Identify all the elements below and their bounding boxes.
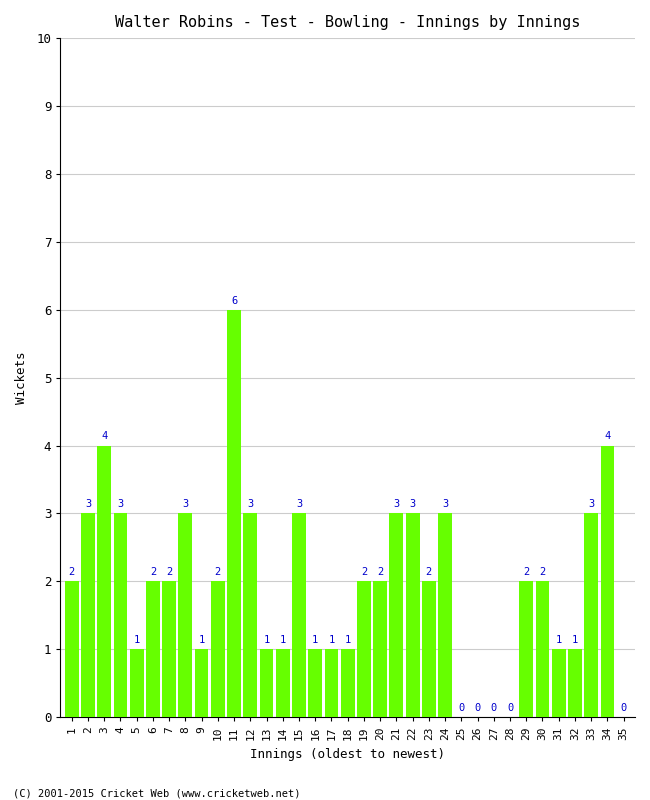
Bar — [601, 446, 614, 717]
Bar — [179, 514, 192, 717]
Text: 2: 2 — [377, 567, 384, 578]
Text: 0: 0 — [491, 703, 497, 713]
Text: 3: 3 — [393, 499, 400, 510]
Title: Walter Robins - Test - Bowling - Innings by Innings: Walter Robins - Test - Bowling - Innings… — [115, 15, 580, 30]
Bar — [276, 650, 290, 717]
Bar — [259, 650, 274, 717]
Text: 2: 2 — [523, 567, 529, 578]
Text: 0: 0 — [507, 703, 513, 713]
Text: 0: 0 — [474, 703, 480, 713]
Text: 1: 1 — [263, 635, 270, 645]
Bar — [519, 582, 533, 717]
Bar — [422, 582, 436, 717]
Text: 4: 4 — [101, 431, 107, 442]
Text: 2: 2 — [361, 567, 367, 578]
Bar — [114, 514, 127, 717]
Text: 3: 3 — [182, 499, 188, 510]
Bar — [389, 514, 403, 717]
Text: 1: 1 — [198, 635, 205, 645]
Bar — [308, 650, 322, 717]
Bar — [357, 582, 370, 717]
Text: 3: 3 — [296, 499, 302, 510]
Text: 1: 1 — [133, 635, 140, 645]
Text: 1: 1 — [328, 635, 335, 645]
Bar — [98, 446, 111, 717]
Bar — [568, 650, 582, 717]
Bar — [227, 310, 241, 717]
Bar — [584, 514, 598, 717]
Bar — [211, 582, 225, 717]
Text: 0: 0 — [458, 703, 465, 713]
Bar — [373, 582, 387, 717]
Bar — [162, 582, 176, 717]
Text: 3: 3 — [442, 499, 448, 510]
Text: 2: 2 — [166, 567, 172, 578]
Bar — [406, 514, 419, 717]
Text: 6: 6 — [231, 296, 237, 306]
Bar — [65, 582, 79, 717]
Text: 0: 0 — [621, 703, 627, 713]
Bar — [552, 650, 566, 717]
Text: (C) 2001-2015 Cricket Web (www.cricketweb.net): (C) 2001-2015 Cricket Web (www.cricketwe… — [13, 788, 300, 798]
Text: 1: 1 — [572, 635, 578, 645]
Bar — [195, 650, 209, 717]
Y-axis label: Wickets: Wickets — [15, 351, 28, 404]
Bar — [341, 650, 355, 717]
Text: 1: 1 — [312, 635, 318, 645]
Text: 4: 4 — [604, 431, 610, 442]
Text: 3: 3 — [588, 499, 594, 510]
Text: 2: 2 — [150, 567, 156, 578]
Text: 1: 1 — [344, 635, 351, 645]
Text: 2: 2 — [426, 567, 432, 578]
Bar — [243, 514, 257, 717]
Bar — [292, 514, 306, 717]
Text: 1: 1 — [280, 635, 286, 645]
Bar — [81, 514, 95, 717]
Text: 2: 2 — [540, 567, 545, 578]
Bar — [438, 514, 452, 717]
Text: 3: 3 — [410, 499, 416, 510]
X-axis label: Innings (oldest to newest): Innings (oldest to newest) — [250, 748, 445, 761]
Text: 1: 1 — [556, 635, 562, 645]
Text: 3: 3 — [85, 499, 91, 510]
Text: 2: 2 — [69, 567, 75, 578]
Text: 3: 3 — [117, 499, 124, 510]
Text: 3: 3 — [247, 499, 254, 510]
Bar — [130, 650, 144, 717]
Bar — [536, 582, 549, 717]
Text: 2: 2 — [214, 567, 221, 578]
Bar — [324, 650, 339, 717]
Bar — [146, 582, 160, 717]
